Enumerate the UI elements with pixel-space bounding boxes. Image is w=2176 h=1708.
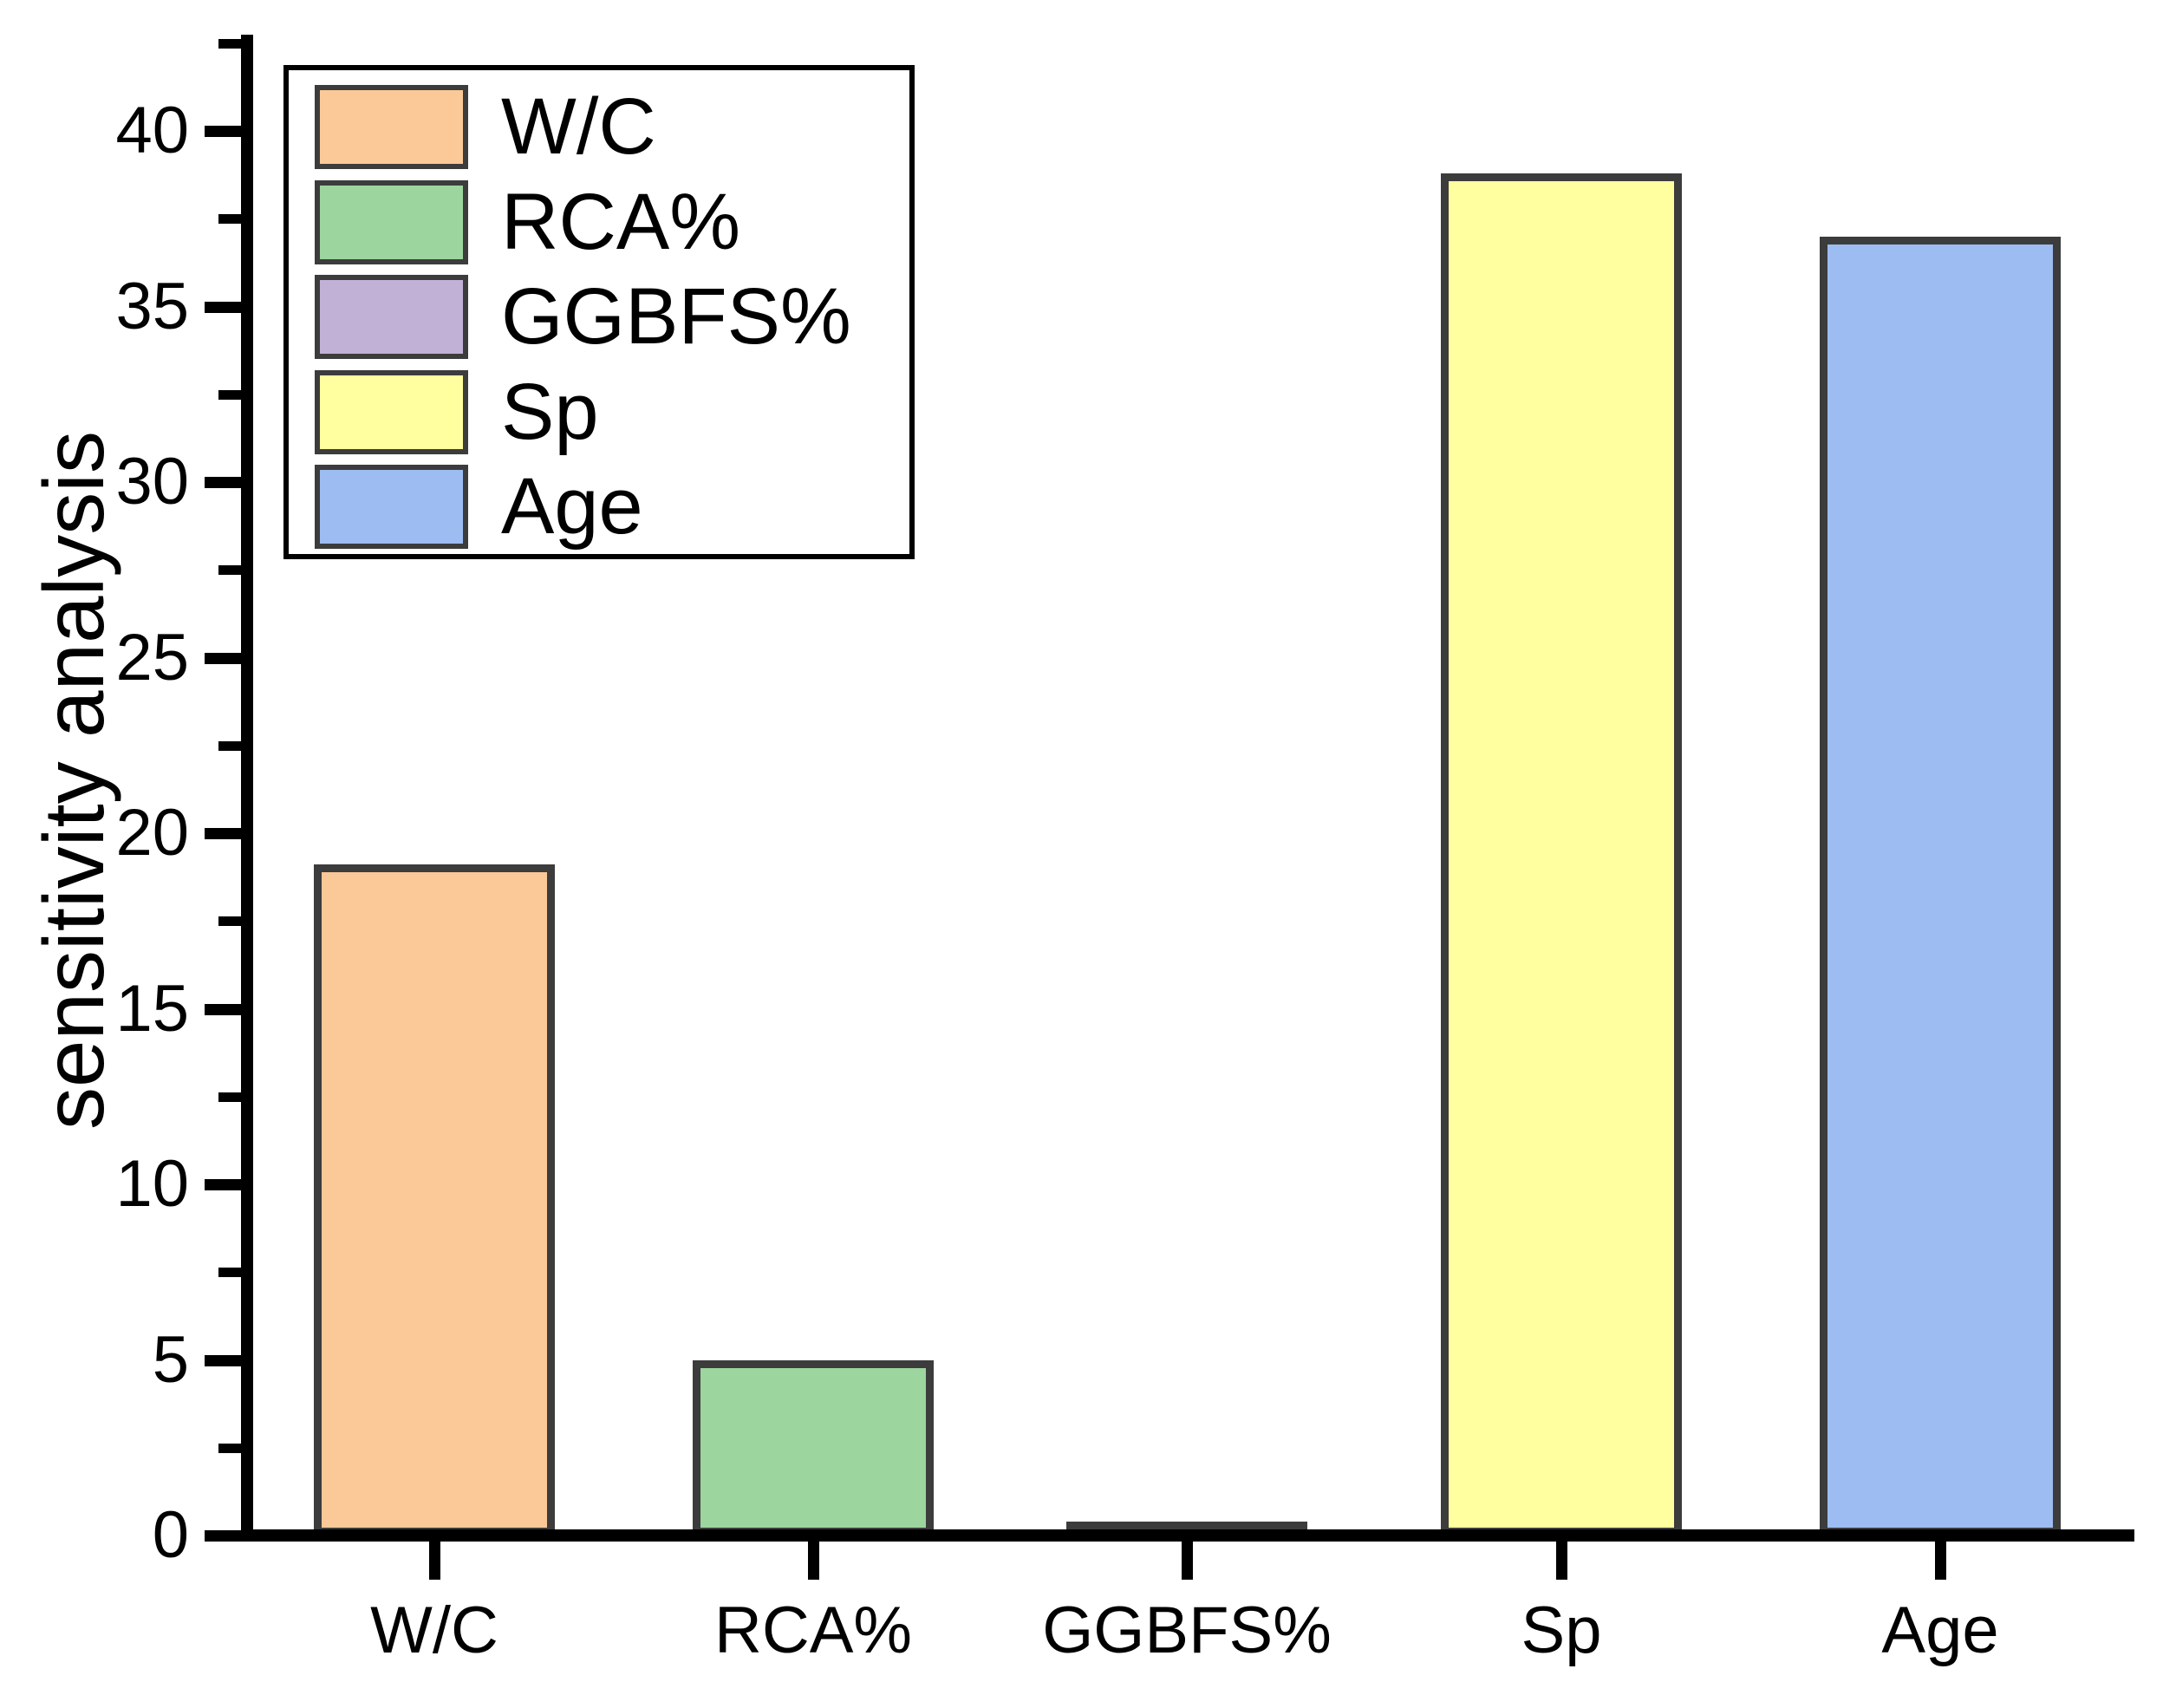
legend-swatch-ggbfs (315, 275, 468, 359)
legend-row: Age (289, 465, 909, 549)
legend-label: RCA% (501, 178, 741, 266)
legend-row: Sp (289, 370, 909, 454)
x-category-tick (808, 1542, 819, 1580)
x-category-tick (1935, 1542, 1946, 1580)
y-tick-label: 35 (115, 269, 189, 343)
y-tick-label: 40 (115, 94, 189, 167)
legend: W/C RCA% GGBFS% Sp Age (283, 65, 915, 559)
y-minor-tick (218, 214, 241, 225)
y-major-tick (205, 301, 241, 313)
y-tick-label: 20 (115, 796, 189, 870)
y-tick-label: 5 (152, 1322, 189, 1397)
y-tick-label: 0 (152, 1498, 189, 1572)
x-category-label: Age (1881, 1594, 1999, 1667)
y-minor-tick (218, 1092, 241, 1102)
y-major-tick (205, 1003, 241, 1015)
bar-sp (1441, 173, 1682, 1535)
legend-row: GGBFS% (289, 275, 909, 359)
y-major-tick (205, 1530, 241, 1542)
y-major-tick (205, 828, 241, 839)
y-tick-label: 10 (115, 1147, 189, 1221)
bar-wc (314, 864, 555, 1535)
x-category-label: W/C (370, 1594, 498, 1667)
y-minor-tick (218, 1268, 241, 1278)
y-minor-tick (218, 916, 241, 927)
y-minor-tick (218, 1443, 241, 1453)
legend-swatch-age (315, 465, 468, 549)
y-major-tick (205, 1179, 241, 1190)
legend-label: GGBFS% (501, 272, 851, 361)
legend-label: Age (501, 462, 643, 551)
x-category-label: GGBFS% (1042, 1594, 1332, 1667)
y-major-tick (205, 126, 241, 137)
x-category-tick (429, 1542, 440, 1580)
bar-rca (693, 1359, 934, 1535)
y-minor-tick (218, 38, 241, 49)
y-axis-spine (241, 35, 253, 1542)
y-tick-label: 15 (115, 971, 189, 1046)
legend-row: RCA% (289, 180, 909, 264)
y-major-tick (205, 1354, 241, 1366)
x-category-tick (1182, 1542, 1193, 1580)
x-category-label: RCA% (713, 1594, 913, 1667)
legend-swatch-rca (315, 180, 468, 264)
y-minor-tick (218, 565, 241, 576)
y-major-tick (205, 652, 241, 664)
x-category-label: Sp (1521, 1594, 1602, 1667)
y-major-tick (205, 477, 241, 488)
y-tick-label: 30 (115, 445, 189, 518)
legend-label: Sp (501, 368, 599, 456)
legend-swatch-wc (315, 85, 468, 169)
legend-row: W/C (289, 85, 909, 169)
x-category-tick (1556, 1542, 1567, 1580)
y-minor-tick (218, 740, 241, 751)
y-minor-tick (218, 389, 241, 400)
x-axis-spine (241, 1529, 2134, 1542)
y-tick-label: 25 (115, 620, 189, 694)
legend-swatch-sp (315, 370, 468, 454)
legend-label: W/C (501, 82, 656, 171)
bar-age (1820, 236, 2061, 1535)
